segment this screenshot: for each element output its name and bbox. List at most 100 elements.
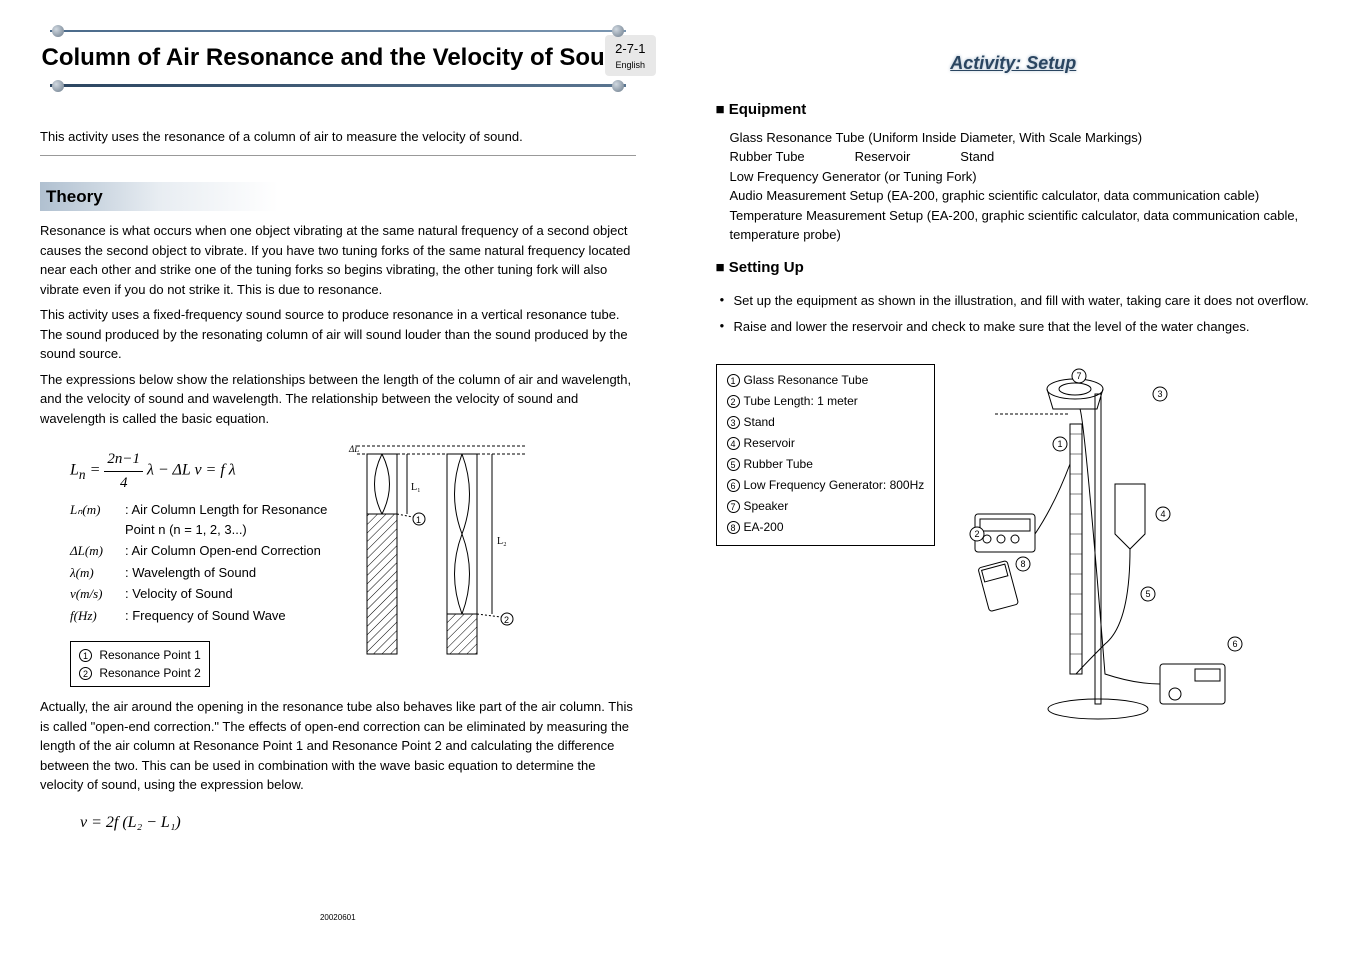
tube-diagram-icon: ΔL L₁ L₂ 1 2 (347, 434, 537, 674)
setting-up-header: Setting Up (716, 257, 1312, 280)
theory-p4: Actually, the air around the opening in … (40, 697, 636, 795)
decor-sphere-icon (612, 80, 624, 92)
equip-item: Stand (960, 147, 994, 167)
svg-text:ΔL: ΔL (348, 444, 359, 454)
setup-label-item: 4 Reservoir (727, 434, 925, 452)
equip-item: Glass Resonance Tube (Uniform Inside Dia… (730, 128, 1312, 148)
equip-item: Audio Measurement Setup (EA-200, graphic… (730, 186, 1312, 206)
setup-label-item: 2 Tube Length: 1 meter (727, 392, 925, 410)
svg-text:L₂: L₂ (497, 536, 507, 547)
theory-p3: The expressions below show the relations… (40, 370, 636, 429)
setup-label-item: 7 Speaker (727, 497, 925, 515)
svg-text:1: 1 (1058, 439, 1063, 449)
page-code-box: 2-7-1 English (605, 35, 655, 76)
label-num: 6 (727, 479, 740, 492)
label-num: 5 (727, 458, 740, 471)
setup-labels-box: 1Glass Resonance Tube 2 Tube Length: 1 me… (716, 364, 936, 546)
footer-code: 20020601 (40, 892, 636, 924)
equip-item: Reservoir (855, 147, 911, 167)
right-column: Activity: Setup Equipment Glass Resonanc… (696, 30, 1312, 924)
decor-sphere-icon (612, 25, 624, 37)
setup-label-item: 5 Rubber Tube (727, 455, 925, 473)
theory-p1: Resonance is what occurs when one object… (40, 221, 636, 299)
apparatus-diagram: 73 12 45 68 (965, 364, 1245, 750)
setup-bullet: Raise and lower the reservoir and check … (720, 317, 1312, 337)
label-num: 4 (727, 437, 740, 450)
main-title: Column of Air Resonance and the Velocity… (40, 32, 636, 84)
def-sym: f(Hz) (70, 606, 125, 626)
svg-text:7: 7 (1077, 371, 1082, 381)
def-sym: ΔL(m) (70, 541, 125, 561)
svg-text:3: 3 (1158, 389, 1163, 399)
def-row: Lₙ(m) : Air Column Length for Resonance … (70, 500, 327, 539)
setup-label-item: 8 EA-200 (727, 518, 925, 536)
formula-velocity: v = 2f (L₂ − L₁) (80, 811, 636, 835)
def-txt: : Air Column Length for Resonance Point … (125, 500, 327, 539)
svg-text:6: 6 (1233, 639, 1238, 649)
decor-sphere-icon (52, 25, 64, 37)
setup-label-item: 1Glass Resonance Tube (727, 371, 925, 389)
resonance-tube-diagram: ΔL L₁ L₂ 1 2 (347, 434, 537, 680)
label-text: Low Frequency Generator: 800Hz (744, 478, 925, 492)
setting-up-bullets: Set up the equipment as shown in the ill… (720, 291, 1312, 342)
intro-text: This activity uses the resonance of a co… (40, 119, 636, 156)
svg-text:2: 2 (504, 615, 509, 625)
def-row: f(Hz) : Frequency of Sound Wave (70, 606, 327, 626)
activity-banner: Activity: Setup (716, 50, 1312, 77)
label-text: Rubber Tube (744, 457, 813, 471)
label-num: 7 (727, 500, 740, 513)
theory-body-2: Actually, the air around the opening in … (40, 697, 636, 801)
theory-body: Resonance is what occurs when one object… (40, 221, 636, 434)
left-column: 2-7-1 English Column of Air Resonance an… (40, 30, 656, 924)
label-num: 3 (727, 416, 740, 429)
def-row: ΔL(m) : Air Column Open-end Correction (70, 541, 327, 561)
equip-item: Temperature Measurement Setup (EA-200, g… (730, 206, 1312, 245)
equip-item: Low Frequency Generator (or Tuning Fork) (730, 167, 1312, 187)
label-text: Stand (744, 415, 775, 429)
def-row: v(m/s) : Velocity of Sound (70, 584, 327, 604)
def-sym: λ(m) (70, 563, 125, 583)
legend-label: Resonance Point 1 (99, 648, 200, 662)
label-text: Speaker (744, 499, 789, 513)
legend-item: 1 Resonance Point 1 (79, 646, 201, 664)
equip-item: Rubber Tube (730, 147, 805, 167)
setup-row: 1Glass Resonance Tube 2Tube Length: 1 me… (716, 364, 1312, 750)
svg-text:2: 2 (975, 529, 980, 539)
formula-main: Ln = 2n−1 4 λ − ΔL v = f λ (70, 448, 327, 494)
legend-label: Resonance Point 2 (99, 666, 200, 680)
setup-label-item: 3 Stand (727, 413, 925, 431)
theory-header: Theory (40, 182, 636, 212)
def-txt: : Air Column Open-end Correction (125, 541, 327, 561)
title-rule-top (50, 30, 626, 32)
formula-num: 2n−1 (104, 448, 143, 472)
legend-box: 1 Resonance Point 1 2 Resonance Point 2 (70, 641, 210, 687)
setup-label-item: 6 Low Frequency Generator: 800Hz (727, 476, 925, 494)
def-txt: : Velocity of Sound (125, 584, 327, 604)
label-text: Tube Length: 1 meter (744, 394, 858, 408)
svg-text:5: 5 (1146, 589, 1151, 599)
svg-text:1: 1 (416, 515, 421, 525)
setup-bullet: Set up the equipment as shown in the ill… (720, 291, 1312, 311)
page-lang: English (615, 59, 645, 73)
legend-num: 2 (79, 667, 92, 680)
formula-n-sub: n (79, 467, 86, 482)
legend-num: 1 (79, 649, 92, 662)
legend-item: 2 Resonance Point 2 (79, 664, 201, 682)
label-text: Glass Resonance Tube (744, 373, 869, 387)
equipment-list: Glass Resonance Tube (Uniform Inside Dia… (730, 128, 1312, 245)
title-block: 2-7-1 English Column of Air Resonance an… (40, 30, 636, 87)
theory-formula-row: Ln = 2n−1 4 λ − ΔL v = f λ Lₙ(m) : Air C… (40, 434, 636, 697)
equipment-header: Equipment (716, 99, 1312, 122)
def-txt: : Wavelength of Sound (125, 563, 327, 583)
label-num: 8 (727, 521, 740, 534)
label-num: 2 (727, 395, 740, 408)
formula-L: L (70, 462, 79, 479)
def-txt: : Frequency of Sound Wave (125, 606, 327, 626)
definitions: Lₙ(m) : Air Column Length for Resonance … (70, 500, 327, 625)
formula-den: 4 (104, 472, 143, 495)
formula-rest: λ − ΔL v = f λ (147, 462, 236, 479)
label-text: EA-200 (744, 520, 784, 534)
formula-fraction: 2n−1 4 (104, 448, 143, 494)
svg-text:L₁: L₁ (411, 482, 421, 493)
label-text: Reservoir (744, 436, 795, 450)
